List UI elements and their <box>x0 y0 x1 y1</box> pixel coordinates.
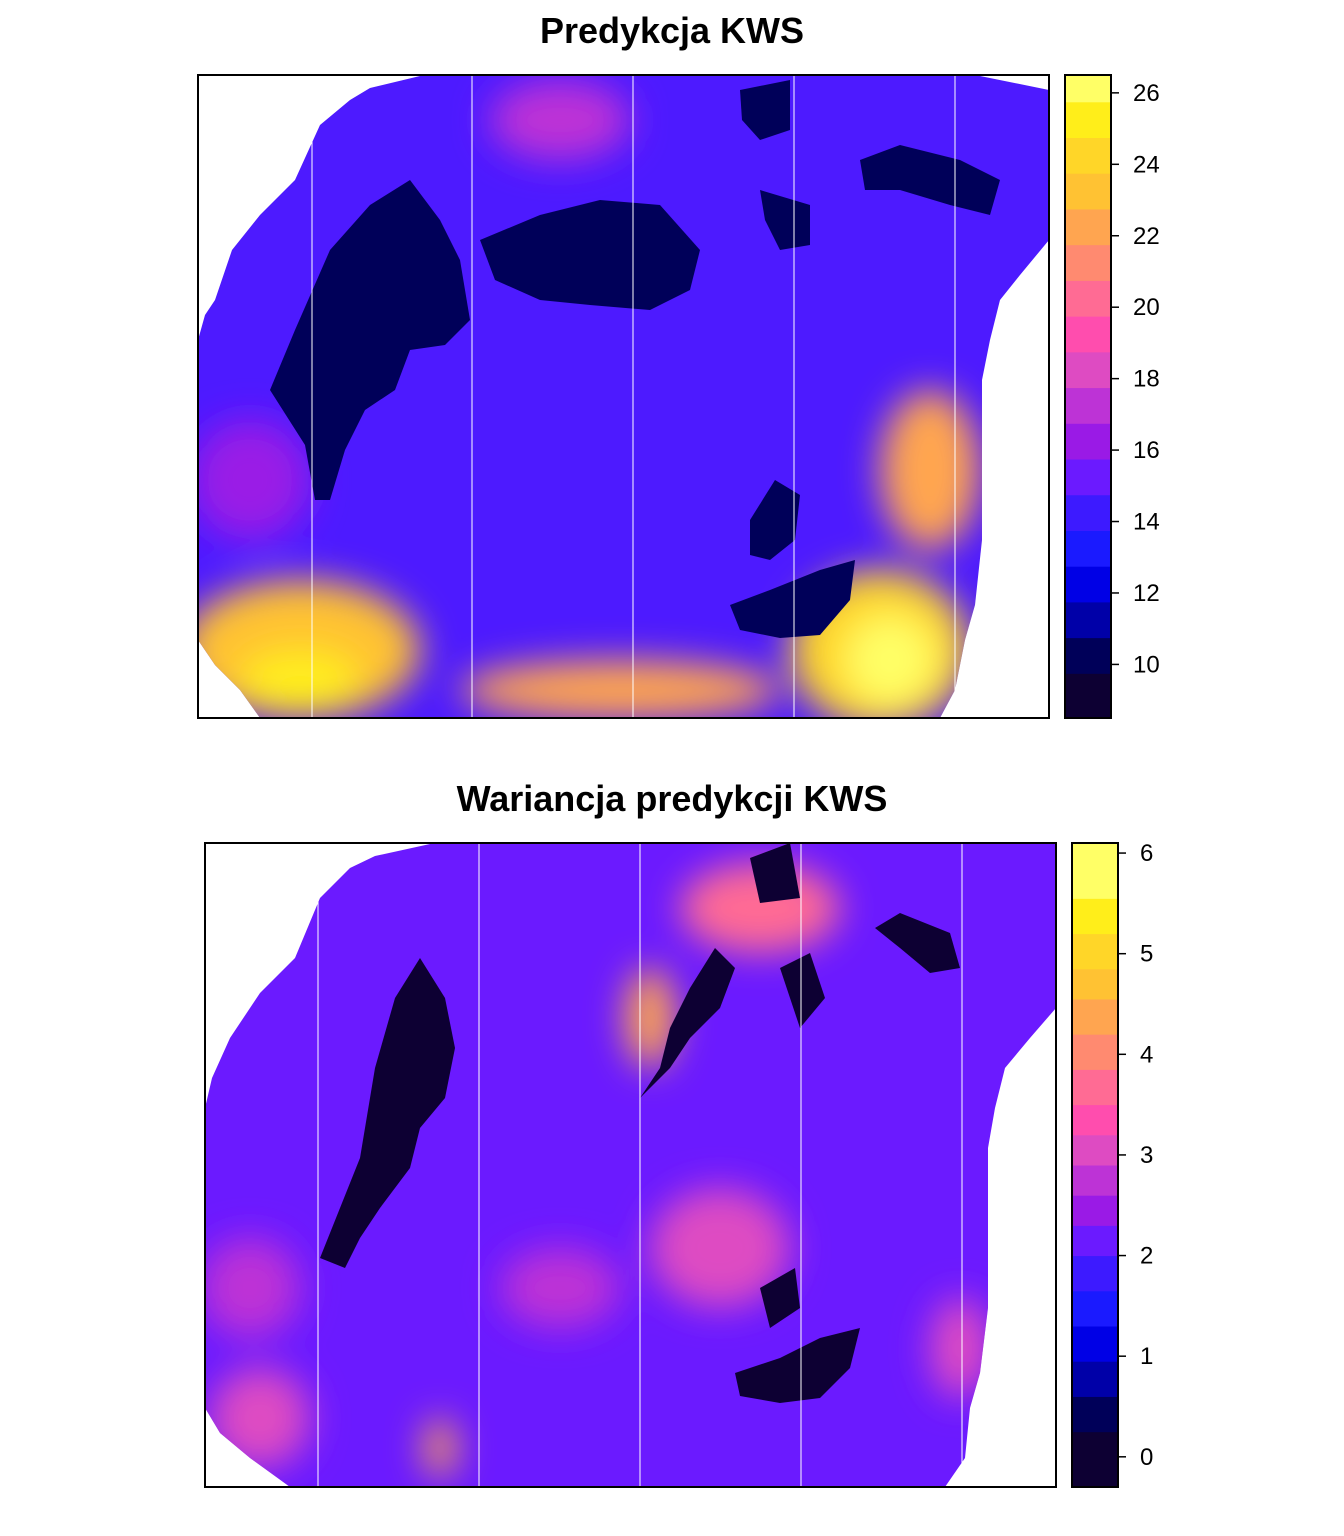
heatmap-low-region <box>640 948 735 1098</box>
heatmap-region <box>205 1238 300 1338</box>
heatmap-region <box>425 1418 455 1478</box>
heatmap-region <box>490 80 630 160</box>
colorbar-bin <box>1072 1431 1118 1488</box>
colorbar-bin <box>1072 898 1118 935</box>
colorbar-tick-label: 22 <box>1133 223 1160 250</box>
colorbar-tick-label: 14 <box>1133 509 1160 536</box>
colorbar-bin <box>1072 1195 1118 1226</box>
heatmap-region <box>460 660 780 718</box>
colorbar-bin <box>1065 673 1111 719</box>
heatmap-region <box>680 863 840 953</box>
colorbar-bin <box>1072 1290 1118 1327</box>
colorbar-bin <box>1072 998 1118 1035</box>
prediction-title: Predykcja KWS <box>539 10 805 51</box>
heatmap-region <box>198 420 310 540</box>
colorbar-tick-label: 16 <box>1133 437 1160 464</box>
colorbar-bin <box>1065 423 1111 460</box>
colorbar-bin <box>1065 101 1111 139</box>
colorbar-bin <box>1065 173 1111 210</box>
colorbar-bin <box>1065 280 1111 317</box>
heatmap-low-region <box>780 953 825 1028</box>
heatmap-region <box>650 1188 790 1308</box>
plot-frame <box>204 842 1057 1488</box>
colorbar-bin <box>1065 75 1111 103</box>
prediction-chart: 10 12 14 16 18 20 22 24 26 <box>197 74 1160 719</box>
colorbar-tick-label: 2 <box>1140 1243 1153 1270</box>
colorbar-tick-label: 3 <box>1140 1142 1153 1169</box>
heatmap-low-region <box>750 844 800 903</box>
colorbar-bin <box>1065 637 1111 674</box>
heatmap-region <box>845 615 935 705</box>
heatmap-low-region <box>740 80 790 140</box>
colorbar-bin <box>1072 1326 1118 1362</box>
heatmap-low-region <box>480 200 700 310</box>
colorbar-bin <box>1065 208 1111 246</box>
colorbar-bin <box>1072 1225 1118 1257</box>
colorbar-frame <box>1071 842 1119 1488</box>
heatmap-low-region <box>270 180 470 500</box>
colorbar-bin <box>1065 566 1111 603</box>
colorbar-bin <box>1065 387 1111 424</box>
colorbar-tick-label: 1 <box>1140 1343 1153 1370</box>
prediction-panel: Predykcja KWS 10 12 14 16 18 20 22 24 26 <box>197 10 1160 719</box>
colorbar-bin <box>1072 1134 1118 1166</box>
heatmap-low-region <box>875 913 960 973</box>
heatmap-field <box>205 844 1056 1487</box>
heatmap-low-region <box>860 145 1000 215</box>
colorbar-tick-label: 6 <box>1140 840 1153 867</box>
colorbar-bin <box>1065 351 1111 389</box>
colorbar-bin <box>1065 601 1111 639</box>
colorbar-bin <box>1065 137 1111 174</box>
colorbar-bin <box>1065 494 1111 531</box>
heatmap-low-region <box>760 190 810 250</box>
colorbar-bin <box>1065 459 1111 496</box>
colorbar-tick-label: 18 <box>1133 366 1160 393</box>
colorbar-tick-label: 0 <box>1140 1444 1153 1471</box>
colorbar-frame <box>1064 74 1112 719</box>
heatmap-low-region <box>750 480 800 560</box>
colorbar-tick-label: 26 <box>1133 80 1160 107</box>
heatmap-region <box>500 1248 620 1328</box>
colorbar-tick-label: 24 <box>1133 151 1160 178</box>
colorbar-bin <box>1072 843 1118 899</box>
heatmap-region <box>210 1368 310 1468</box>
heatmap-low-region <box>320 958 455 1268</box>
colorbar-tick-label: 20 <box>1133 294 1160 321</box>
plot-frame <box>197 74 1050 719</box>
heatmap-region <box>625 968 675 1068</box>
colorbar-bin <box>1072 1165 1118 1196</box>
heatmap-low-region <box>760 1268 800 1328</box>
variance-panel: Wariancja predykcji KWS 0 1 2 3 4 5 6 <box>0 768 1344 1536</box>
colorbar-bin <box>1072 1361 1118 1397</box>
colorbar-bin <box>1065 244 1111 281</box>
colorbar-bin <box>1065 530 1111 567</box>
colorbar-tick-label: 12 <box>1133 580 1160 607</box>
colorbar-bin <box>1072 1396 1118 1433</box>
heatmap-region <box>880 390 980 550</box>
colorbar-bin <box>1072 968 1118 1000</box>
variance-title: Wariancja predykcji KWS <box>456 778 888 819</box>
colorbar-bin <box>1072 1069 1118 1106</box>
heatmap-region <box>240 650 360 710</box>
colorbar-tick-label: 4 <box>1140 1041 1153 1068</box>
colorbar-bin <box>1065 316 1111 353</box>
colorbar-tick-label: 10 <box>1133 651 1160 678</box>
colorbar-tick-label: 5 <box>1140 941 1153 968</box>
variance-chart: 0 1 2 3 4 5 6 <box>204 840 1153 1488</box>
heatmap-low-region <box>730 560 855 638</box>
colorbar-bin <box>1072 1034 1118 1070</box>
heatmap-low-region <box>735 1328 860 1403</box>
colorbar-bin <box>1072 933 1118 970</box>
colorbar-bin <box>1072 1255 1118 1292</box>
colorbar-bin <box>1072 1104 1118 1136</box>
heatmap-field <box>198 76 1049 718</box>
heatmap-region <box>930 1298 990 1398</box>
